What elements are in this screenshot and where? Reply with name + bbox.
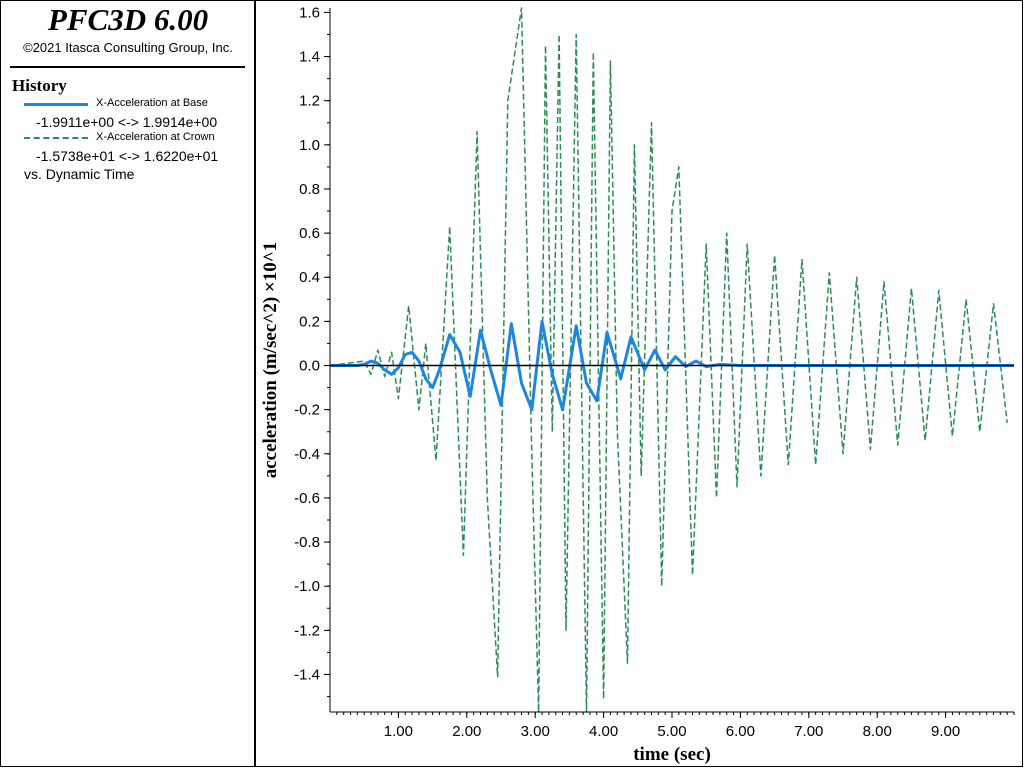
history-heading: History bbox=[12, 76, 67, 95]
y-tick-label: 0.8 bbox=[299, 181, 320, 198]
legend-label-base: X-Acceleration at Base bbox=[96, 97, 208, 109]
y-tick-label: -0.8 bbox=[294, 534, 320, 551]
x-tick-label: 6.00 bbox=[726, 723, 755, 740]
y-tick-label: 1.2 bbox=[299, 93, 320, 110]
y-tick-label: -1.0 bbox=[294, 578, 320, 595]
x-tick-label: 3.00 bbox=[521, 723, 550, 740]
ticks-layer: 1.6 1.4 1.2 1.0 0.8 0.6 0.4 0.2 0.0 -0.2 -0.4 -0.6 -… bbox=[294, 4, 1015, 740]
vs-time-label: vs. Dynamic Time bbox=[24, 166, 135, 182]
x-axis-title: time (sec) bbox=[633, 744, 711, 765]
legend-label-crown: X-Acceleration at Crown bbox=[96, 131, 215, 143]
y-tick-label: 0.2 bbox=[299, 313, 320, 330]
y-tick-label: 1.4 bbox=[299, 49, 320, 66]
y-tick-label: 0.4 bbox=[299, 269, 320, 286]
copyright-text: ©2021 Itasca Consulting Group, Inc. bbox=[23, 40, 233, 55]
legend-swatch-base bbox=[24, 103, 88, 106]
y-tick-label: -1.4 bbox=[294, 666, 320, 683]
y-tick-label: -0.2 bbox=[294, 402, 320, 419]
legend-swatch-crown bbox=[24, 137, 88, 139]
x-tick-label: 1.00 bbox=[384, 723, 413, 740]
x-tick-label: 5.00 bbox=[657, 723, 686, 740]
x-tick-label: 9.00 bbox=[931, 723, 960, 740]
x-tick-label: 4.00 bbox=[589, 723, 618, 740]
y-axis-title: acceleration (m/sec^2) ×10^1 bbox=[260, 242, 281, 479]
series-line-crown bbox=[329, 7, 1008, 713]
y-tick-label: 1.0 bbox=[299, 137, 320, 154]
x-tick-label: 8.00 bbox=[863, 723, 892, 740]
y-tick-label: -0.4 bbox=[294, 446, 320, 463]
legend-range-base: -1.9911e+00 <-> 1.9914e+00 bbox=[36, 114, 218, 130]
x-tick-label: 7.00 bbox=[794, 723, 823, 740]
series-line-base bbox=[330, 319, 1014, 412]
legend-range-crown: -1.5738e+01 <-> 1.6220e+01 bbox=[36, 148, 219, 164]
y-tick-label: -0.6 bbox=[294, 490, 320, 507]
y-tick-label: -1.2 bbox=[294, 622, 320, 639]
legend-panel: PFC3D 6.00 ©2021 Itasca Consulting Group… bbox=[0, 0, 256, 767]
legend-divider bbox=[10, 66, 245, 68]
app-title: PFC3D 6.00 bbox=[47, 2, 209, 37]
y-tick-label: 1.6 bbox=[299, 4, 320, 21]
y-tick-label: 0.0 bbox=[299, 358, 320, 375]
y-tick-label: 0.6 bbox=[299, 225, 320, 242]
x-tick-label: 2.00 bbox=[452, 723, 481, 740]
series-layer bbox=[329, 7, 1014, 713]
